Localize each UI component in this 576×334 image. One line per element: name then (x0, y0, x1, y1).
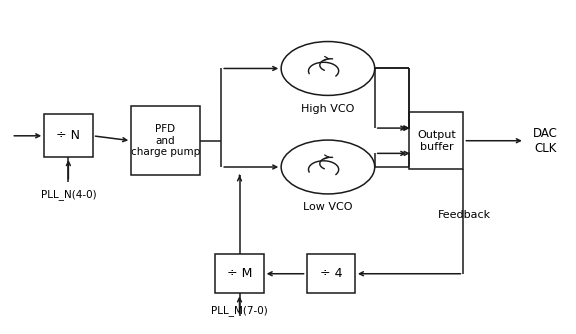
Bar (215, 254, 264, 294)
Bar (306, 254, 355, 294)
Bar (44, 115, 93, 157)
Text: Low VCO: Low VCO (303, 202, 353, 212)
Text: DAC
CLK: DAC CLK (533, 127, 558, 155)
Text: PLL_N(4-0): PLL_N(4-0) (40, 189, 96, 200)
Text: ÷ M: ÷ M (227, 267, 252, 280)
Text: ÷ 4: ÷ 4 (320, 267, 342, 280)
Text: PFD
and
charge pump: PFD and charge pump (131, 124, 200, 157)
Bar (409, 112, 464, 169)
Bar (131, 106, 199, 175)
Text: Output
buffer: Output buffer (417, 130, 456, 152)
Text: PLL_M(7-0): PLL_M(7-0) (211, 305, 268, 316)
Text: High VCO: High VCO (301, 104, 355, 114)
Text: ÷ N: ÷ N (56, 129, 81, 142)
Text: Feedback: Feedback (438, 210, 491, 220)
